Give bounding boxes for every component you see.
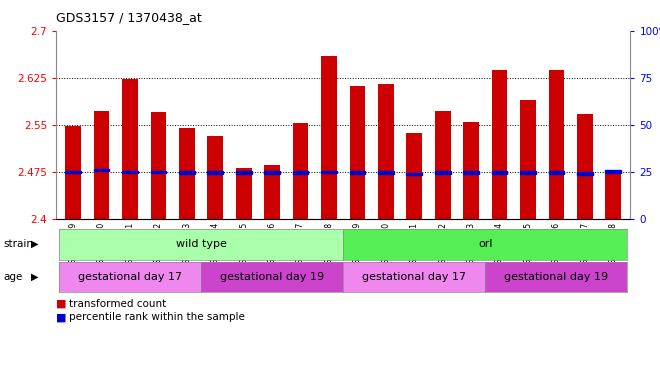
Bar [407, 133, 422, 219]
Bar [236, 168, 251, 219]
Bar [492, 172, 508, 174]
Bar [150, 113, 166, 219]
Bar [321, 171, 337, 174]
Bar [321, 56, 337, 219]
Bar [264, 172, 280, 174]
Text: transformed count: transformed count [69, 299, 166, 309]
Bar [94, 169, 110, 172]
Text: wild type: wild type [176, 239, 226, 249]
Text: strain: strain [3, 239, 33, 249]
Bar [548, 70, 564, 219]
Bar [293, 172, 308, 174]
Bar [605, 171, 621, 219]
Bar [577, 114, 593, 219]
Bar [520, 172, 536, 174]
Bar [435, 172, 451, 174]
Bar [350, 86, 365, 219]
Bar [65, 126, 81, 219]
Bar [207, 172, 223, 174]
Text: ■: ■ [56, 312, 67, 322]
Bar [293, 123, 308, 219]
Bar [94, 111, 110, 219]
Bar [407, 173, 422, 175]
Bar [548, 172, 564, 174]
Bar [492, 70, 508, 219]
Bar [236, 172, 251, 174]
Bar [435, 111, 451, 219]
Bar [65, 171, 81, 174]
Bar [122, 79, 138, 219]
Bar [207, 136, 223, 219]
Bar [378, 84, 393, 219]
Bar [179, 172, 195, 174]
Text: gestational day 19: gestational day 19 [220, 272, 324, 282]
Bar [463, 122, 479, 219]
Text: GDS3157 / 1370438_at: GDS3157 / 1370438_at [56, 12, 202, 25]
Bar [520, 100, 536, 219]
Bar [150, 171, 166, 174]
Text: gestational day 19: gestational day 19 [504, 272, 609, 282]
Bar [122, 171, 138, 174]
Text: gestational day 17: gestational day 17 [362, 272, 467, 282]
Bar [179, 128, 195, 219]
Text: percentile rank within the sample: percentile rank within the sample [69, 312, 245, 322]
Bar [463, 172, 479, 174]
Bar [378, 172, 393, 174]
Text: ▶: ▶ [30, 239, 38, 249]
Text: ▶: ▶ [30, 272, 38, 282]
Bar [605, 170, 621, 173]
Text: gestational day 17: gestational day 17 [78, 272, 182, 282]
Bar [350, 172, 365, 174]
Text: ■: ■ [56, 299, 67, 309]
Text: age: age [3, 272, 22, 282]
Bar [577, 172, 593, 175]
Text: orl: orl [478, 239, 492, 249]
Bar [264, 165, 280, 219]
